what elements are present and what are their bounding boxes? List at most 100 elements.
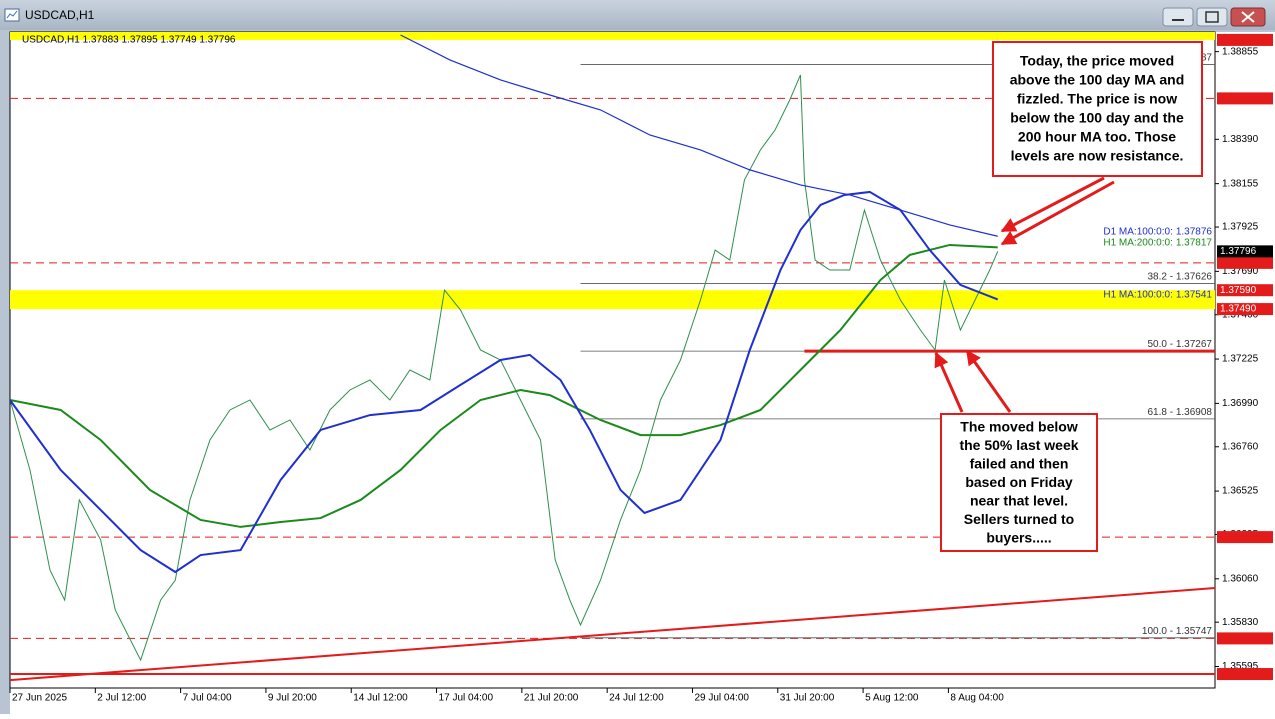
y-tick-label: 1.35595 <box>1222 661 1259 672</box>
fib-value: 1.37267 <box>1176 339 1213 350</box>
indicator-name: H1 MA:100:0:0: <box>1103 289 1172 300</box>
axes: USDCAD,H1 1.37883 1.37895 1.37749 1.3779… <box>9 33 1273 704</box>
maximize-button[interactable] <box>1196 7 1228 27</box>
fib-value: 1.36908 <box>1176 406 1213 417</box>
y-tick-label: 1.36525 <box>1222 486 1259 497</box>
y-tick-label: 1.38155 <box>1222 178 1259 189</box>
y-tick-label: 1.38390 <box>1222 134 1259 145</box>
fib-label: 100.0 - 1.35747 <box>1142 625 1213 636</box>
annotation-line: based on Friday <box>965 474 1073 490</box>
fib-sep: - <box>1167 406 1176 417</box>
x-tick-label: 9 Jul 20:00 <box>268 693 317 704</box>
arrows <box>934 176 1115 413</box>
annotation-line: Sellers turned to <box>964 511 1074 527</box>
indicator-name: H1 MA:200:0:0: <box>1103 237 1172 248</box>
level-price-box <box>1217 531 1273 544</box>
x-tick-label: 21 Jul 20:00 <box>524 693 579 704</box>
fib-ratio: 61.8 <box>1147 406 1167 417</box>
zone <box>10 32 1215 40</box>
fib-ratio: 50.0 <box>1147 339 1167 350</box>
x-tick-label: 2 Jul 12:00 <box>97 693 146 704</box>
indicator-label: D1 MA:100:0:0: 1.37876 <box>1103 226 1212 237</box>
annotations: Today, the price moved above the 100 day … <box>934 41 1203 552</box>
x-tick-label: 24 Jul 12:00 <box>609 693 664 704</box>
level-price-box <box>1217 303 1273 316</box>
x-tick-label: 31 Jul 20:00 <box>780 693 835 704</box>
current-price-label: 1.37796 <box>1220 246 1257 257</box>
annotation-line: levels are now resistance. <box>1011 148 1184 164</box>
level-price-label: 1.37490 <box>1220 304 1257 315</box>
y-tick-label: 1.38855 <box>1222 46 1259 57</box>
annotation-line: fizzled. The price is now <box>1017 91 1177 107</box>
annotation-line: The moved below <box>960 419 1078 435</box>
level-price-box <box>1217 668 1273 681</box>
y-tick-label: 1.37690 <box>1222 266 1259 277</box>
indicator-value: 1.37817 <box>1176 237 1213 248</box>
x-tick-label: 27 Jun 2025 <box>12 693 67 704</box>
annotation-line: Today, the price moved <box>1020 53 1174 69</box>
arrow <box>965 349 1012 413</box>
fib-sep: - <box>1167 339 1176 350</box>
title-bar <box>0 0 1275 30</box>
y-tick-label: 1.37925 <box>1222 222 1259 233</box>
arrow <box>1000 180 1115 246</box>
minimize-button[interactable] <box>1162 7 1194 27</box>
fib-value: 1.35747 <box>1176 625 1213 636</box>
y-tick-label: 1.37225 <box>1222 354 1259 365</box>
level-price-box <box>1217 92 1273 105</box>
level-price-box <box>1217 33 1273 46</box>
annotation-line: buyers..... <box>986 530 1051 546</box>
x-tick-label: 8 Aug 04:00 <box>950 693 1004 704</box>
annotation-line: the 50% last week <box>959 437 1078 453</box>
level-price-box <box>1217 284 1273 297</box>
arrow <box>934 351 964 413</box>
fib-ratio: 100.0 <box>1142 625 1167 636</box>
series-line <box>10 190 999 574</box>
y-tick-label: 1.36760 <box>1222 441 1259 452</box>
y-tick-label: 1.35830 <box>1222 617 1259 628</box>
trendline <box>10 587 1215 682</box>
arrow <box>1000 176 1105 233</box>
level-price-box <box>1217 632 1273 645</box>
fib-ratio: 38.2 <box>1147 271 1167 282</box>
fib-sep: - <box>1167 625 1176 636</box>
x-tick-label: 17 Jul 04:00 <box>439 693 494 704</box>
ohlc-info: USDCAD,H1 1.37883 1.37895 1.37749 1.3779… <box>22 35 236 46</box>
level-price-box <box>1217 256 1273 269</box>
x-tick-label: 5 Aug 12:00 <box>865 693 919 704</box>
current-price-box <box>1217 245 1273 258</box>
maximize-icon <box>1205 11 1219 23</box>
x-tick-label: 29 Jul 04:00 <box>694 693 749 704</box>
window-icon-graph <box>6 10 18 19</box>
level-price-label: 1.37590 <box>1220 285 1257 296</box>
x-tick-label: 7 Jul 04:00 <box>183 693 232 704</box>
annotation-box <box>940 413 1098 552</box>
series-line <box>10 243 998 528</box>
zone <box>10 290 1215 310</box>
indicator-label: H1 MA:200:0:0: 1.37817 <box>1103 237 1212 248</box>
x-tick-label: 14 Jul 12:00 <box>353 693 408 704</box>
indicator-value: 1.37876 <box>1176 226 1213 237</box>
fib-label: 50.0 - 1.37267 <box>1147 339 1212 350</box>
annotation-line: near that level. <box>970 493 1068 509</box>
annotation-line: above the 100 day MA and <box>1010 72 1185 88</box>
fib-label: 61.8 - 1.36908 <box>1147 406 1212 417</box>
fib-sep: - <box>1167 271 1176 282</box>
window-title: USDCAD,H1 <box>25 8 95 22</box>
indicator-value: 1.37541 <box>1176 289 1213 300</box>
annotation-line: failed and then <box>970 456 1069 472</box>
indicator-name: D1 MA:100:0:0: <box>1103 226 1172 237</box>
close-icon <box>1241 11 1255 23</box>
annotation-line: below the 100 day and the <box>1010 110 1184 126</box>
y-tick-label: 1.36060 <box>1222 573 1259 584</box>
fib-label: 38.2 - 1.37626 <box>1147 271 1212 282</box>
annotation-line: 200 hour MA too. Those <box>1018 129 1176 145</box>
series-line <box>10 74 999 662</box>
y-tick-label: 1.36990 <box>1222 398 1259 409</box>
fib-value: 1.37626 <box>1176 271 1213 282</box>
annotation-box <box>992 41 1203 177</box>
indicator-label: H1 MA:100:0:0: 1.37541 <box>1103 289 1212 300</box>
